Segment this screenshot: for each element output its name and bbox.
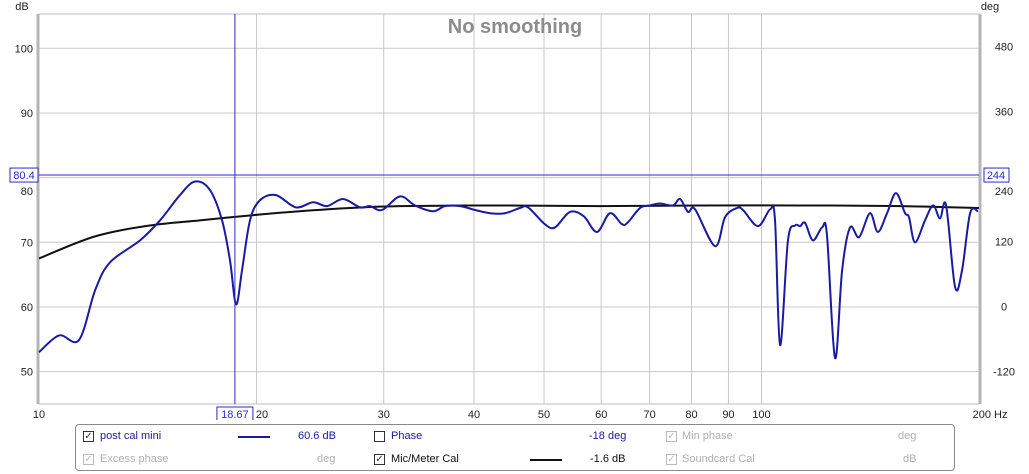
min-phase-value: deg	[898, 430, 917, 442]
y2-tick-label: 240	[995, 186, 1013, 198]
cursor-y-label: 80.4	[13, 170, 34, 182]
excess-phase-label: Excess phase	[100, 453, 169, 465]
cursor-y-label-box	[9, 167, 39, 183]
y-tick-label: 80	[21, 186, 33, 198]
chart-title: No smoothing	[448, 16, 582, 38]
y-tick-label: 60	[21, 302, 33, 314]
min-phase-checkbox[interactable]: ✓	[666, 431, 677, 442]
cursor-y2-label-box	[983, 167, 1010, 183]
y-tick-label: 90	[21, 108, 33, 120]
post-cal-mini-checkbox[interactable]: ✓	[83, 431, 94, 442]
y-tick-label: 70	[21, 237, 33, 249]
x-tick-label: 200	[973, 409, 991, 420]
x-tick-label: 70	[643, 409, 655, 420]
y2-tick-label: -120	[993, 367, 1015, 379]
excess-phase-value: deg	[317, 453, 336, 465]
excess-phase-checkbox[interactable]: ✓	[83, 454, 94, 465]
x-tick-label: 80	[685, 409, 697, 420]
x-tick-label: 40	[468, 409, 480, 420]
frequency-response-chart[interactable]: 10 20 30 40 50 60 70 80 90 100 200 50 60 70 80 90 100 -12…	[0, 0, 1029, 420]
x-tick-label: 30	[378, 409, 390, 420]
x-tick-label: 50	[538, 409, 550, 420]
legend-panel: ✓ post cal mini 60.6 dB Phase -18 deg ✓ …	[75, 424, 955, 471]
phase-checkbox[interactable]	[374, 431, 385, 442]
cursor-x-label-box	[216, 406, 254, 420]
y2-tick-label: 480	[995, 42, 1013, 54]
y-axis-label: dB	[15, 1, 28, 13]
mic-meter-cal-curve	[38, 204, 980, 260]
mic-meter-cal-swatch	[530, 459, 562, 461]
soundcard-cal-value: dB	[903, 453, 917, 465]
x-tick-label: 60	[595, 409, 607, 420]
y2-axis-label: deg	[981, 1, 999, 13]
min-phase-label: Min phase	[682, 430, 733, 442]
x-tick-label: 10	[33, 409, 45, 420]
cursor-x-label: 18.67	[221, 409, 249, 420]
phase-value: -18 deg	[589, 430, 627, 442]
mic-meter-cal-value: -1.6 dB	[590, 453, 626, 465]
post-cal-mini-label: post cal mini	[100, 430, 162, 442]
y2-tick-label: 360	[995, 107, 1013, 119]
x-tick-label: 90	[722, 409, 734, 420]
soundcard-cal-checkbox[interactable]: ✓	[666, 454, 677, 465]
mic-meter-cal-checkbox[interactable]: ✓	[374, 454, 385, 465]
x-tick-label: 20	[256, 409, 268, 420]
y2-tick-label: 0	[1001, 302, 1007, 314]
y-tick-label: 50	[21, 367, 33, 379]
post-cal-mini-value: 60.6 dB	[298, 430, 336, 442]
mic-meter-cal-label: Mic/Meter Cal	[391, 453, 459, 465]
y-tick-label: 100	[15, 43, 33, 55]
soundcard-cal-label: Soundcard Cal	[682, 453, 755, 465]
post-cal-mini-swatch	[238, 436, 270, 438]
post-cal-mini-curve	[38, 180, 979, 360]
cursor-y2-label: 244	[987, 170, 1005, 182]
x-axis-unit: Hz	[994, 409, 1007, 420]
x-tick-label: 100	[752, 409, 770, 420]
y2-tick-label: 120	[995, 237, 1013, 249]
plot-area	[38, 13, 980, 405]
phase-label: Phase	[391, 430, 423, 442]
